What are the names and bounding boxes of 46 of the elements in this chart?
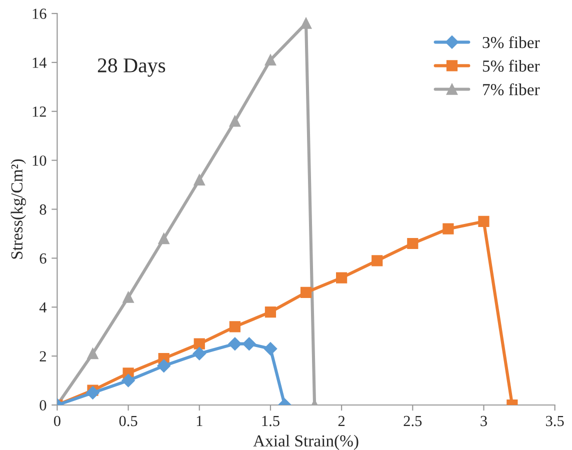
y-tick-label: 0 xyxy=(40,400,46,410)
point xyxy=(336,272,348,284)
point xyxy=(372,255,383,266)
point xyxy=(194,174,205,186)
legend-label: 5% fiber xyxy=(482,60,540,72)
x-tick-label: 1.5 xyxy=(262,416,280,426)
point xyxy=(229,116,240,127)
legend-label: 7% fiber xyxy=(483,83,540,96)
point xyxy=(242,337,256,350)
point xyxy=(122,292,134,303)
y-tick-label: 16 xyxy=(32,8,46,19)
x-tick-label: 1 xyxy=(196,416,202,426)
point xyxy=(442,223,454,234)
y-tick-label: 12 xyxy=(32,106,46,117)
point xyxy=(86,386,100,400)
y-tick-label: 2 xyxy=(40,351,46,362)
point xyxy=(478,216,490,228)
point xyxy=(87,348,98,360)
point xyxy=(157,359,170,372)
point xyxy=(194,338,205,350)
point xyxy=(229,321,240,332)
point xyxy=(158,233,170,244)
point xyxy=(192,347,206,360)
point xyxy=(300,286,312,298)
x-tick-label: 3.5 xyxy=(546,416,564,426)
annotation: 28 Days xyxy=(98,58,166,77)
point xyxy=(300,18,312,29)
x-tick-label: 2.5 xyxy=(404,416,422,426)
x-tick-label: 3 xyxy=(480,416,487,426)
x-axis-title: Axial Strain(%) xyxy=(253,434,358,450)
y-axis-title: Stress(kg/Cm²) xyxy=(10,159,26,259)
point xyxy=(407,238,418,250)
y-tick-label: 8 xyxy=(40,204,46,215)
y-tick-label: 6 xyxy=(40,253,46,264)
point xyxy=(264,54,276,66)
point xyxy=(264,342,278,356)
x-tick-label: 2 xyxy=(338,416,345,426)
point xyxy=(264,306,276,318)
y-tick-label: 4 xyxy=(39,302,47,312)
y-tick-label: 10 xyxy=(32,155,46,166)
point xyxy=(228,337,242,350)
point xyxy=(122,374,135,388)
y-tick-label: 14 xyxy=(32,58,47,68)
x-tick-label: 0 xyxy=(54,416,60,426)
legend-label: 3% fiber xyxy=(482,36,540,48)
x-tick-label: 0.5 xyxy=(119,416,138,426)
